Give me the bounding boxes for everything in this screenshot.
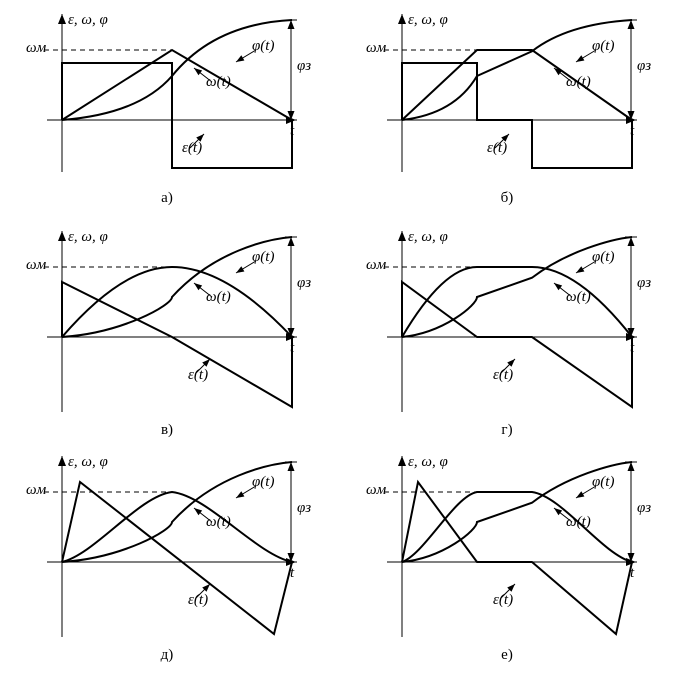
y-axis-label: ε, ω, φ <box>408 12 448 29</box>
y-axis-label: ε, ω, φ <box>408 454 448 471</box>
phi3-label: φз <box>297 58 311 75</box>
phi-label: φ(t) <box>592 474 614 491</box>
phi-label: φ(t) <box>252 38 274 55</box>
panel-g: ε, ω, φ t ωм φ(t) ω(t) ε(t) φз г) <box>352 225 662 440</box>
phi-label: φ(t) <box>592 249 614 266</box>
omega-label: ω(t) <box>206 514 231 531</box>
omega-label: ω(t) <box>206 74 231 91</box>
x-axis-label: t <box>630 340 634 357</box>
omega-m-label: ωм <box>26 482 46 499</box>
panel-d: ε, ω, φ t ωм φ(t) ω(t) ε(t) φз д) <box>12 450 322 665</box>
phi3-label: φз <box>297 275 311 292</box>
omega-m-label: ωм <box>366 257 386 274</box>
y-axis-label: ε, ω, φ <box>68 12 108 29</box>
panel-v: ε, ω, φ t ωм φ(t) ω(t) ε(t) φз в) <box>12 225 322 440</box>
y-axis-label: ε, ω, φ <box>68 229 108 246</box>
panel-v-caption: в) <box>12 422 322 439</box>
panel-e-caption: е) <box>352 647 662 664</box>
phi-label: φ(t) <box>252 474 274 491</box>
panel-v-svg <box>12 225 322 440</box>
phi3-label: φз <box>637 275 651 292</box>
panel-g-caption: г) <box>352 422 662 439</box>
omega-m-label: ωм <box>26 40 46 57</box>
x-axis-label: t <box>290 340 294 357</box>
x-axis-label: t <box>630 123 634 140</box>
omega-m-label: ωм <box>366 40 386 57</box>
eps-label: ε(t) <box>182 140 202 157</box>
x-axis-label: t <box>630 565 634 582</box>
omega-label: ω(t) <box>566 514 591 531</box>
panel-b-svg <box>352 8 662 208</box>
phi3-label: φз <box>637 500 651 517</box>
phi3-label: φз <box>637 58 651 75</box>
y-axis-label: ε, ω, φ <box>68 454 108 471</box>
eps-label: ε(t) <box>188 367 208 384</box>
omega-label: ω(t) <box>566 289 591 306</box>
phi3-label: φз <box>297 500 311 517</box>
eps-label: ε(t) <box>487 140 507 157</box>
phi-label: φ(t) <box>252 249 274 266</box>
omega-m-label: ωм <box>26 257 46 274</box>
panel-e: ε, ω, φ t ωм φ(t) ω(t) ε(t) φз е) <box>352 450 662 665</box>
omega-label: ω(t) <box>566 74 591 91</box>
eps-label: ε(t) <box>493 592 513 609</box>
x-axis-label: t <box>290 565 294 582</box>
panel-a: ε, ω, φ t ωм φ(t) ω(t) ε(t) φз а) <box>12 8 322 208</box>
phi-label: φ(t) <box>592 38 614 55</box>
panel-g-svg <box>352 225 662 440</box>
panel-a-caption: а) <box>12 190 322 207</box>
panel-e-svg <box>352 450 662 665</box>
omega-label: ω(t) <box>206 289 231 306</box>
panel-d-caption: д) <box>12 647 322 664</box>
panel-b: ε, ω, φ t ωм φ(t) ω(t) ε(t) φз б) <box>352 8 662 208</box>
eps-label: ε(t) <box>188 592 208 609</box>
panel-d-svg <box>12 450 322 665</box>
omega-m-label: ωм <box>366 482 386 499</box>
y-axis-label: ε, ω, φ <box>408 229 448 246</box>
panel-a-svg <box>12 8 322 208</box>
eps-label: ε(t) <box>493 367 513 384</box>
x-axis-label: t <box>290 123 294 140</box>
panel-b-caption: б) <box>352 190 662 207</box>
